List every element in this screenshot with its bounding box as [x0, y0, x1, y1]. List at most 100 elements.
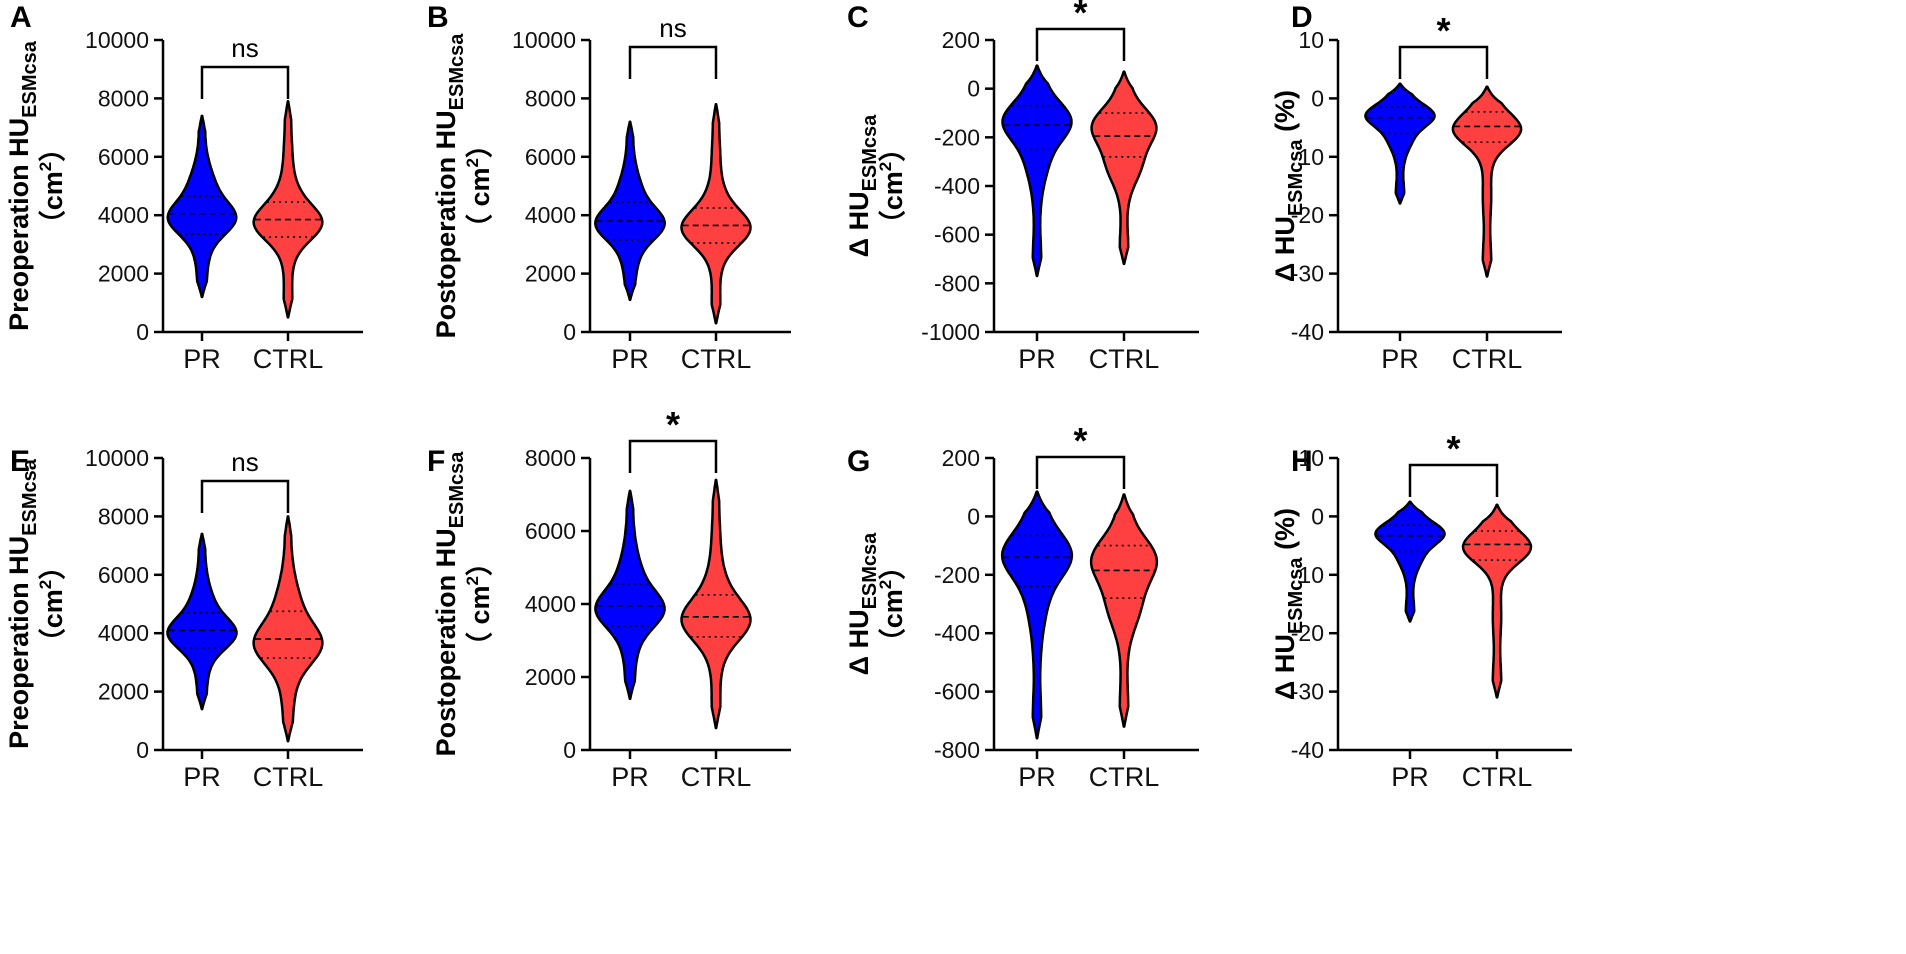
y-tick-label: 10: [1298, 27, 1324, 53]
y-axis-label: Δ HUESMcsa (%): [1270, 90, 1307, 282]
significance-label: ns: [231, 33, 258, 63]
significance-bracket: [1035, 27, 1126, 61]
y-tick-label: -20: [1291, 620, 1324, 646]
y-tick-label: 4000: [98, 620, 149, 646]
x-category-label: CTRL: [1462, 762, 1533, 792]
y-axis-label: Δ HUESMcsa (%): [1270, 508, 1307, 700]
violin-ctrl: [1090, 70, 1158, 266]
x-category-label: CTRL: [1452, 344, 1523, 374]
y-tick-label: 10: [1298, 445, 1324, 471]
y-tick-label: -1000: [921, 319, 980, 345]
panel-E: E 0 2000 4000 6000 8000 10000 PR CTRL Preoperatio…: [4, 445, 363, 792]
y-axis-unit: （ cm2）: [463, 131, 495, 241]
x-category-label: PR: [183, 344, 221, 374]
violin-pr: [1374, 500, 1446, 623]
y-tick-label: -800: [934, 270, 980, 296]
panel-label: F: [427, 445, 445, 478]
y-axis-unit: （cm2）: [36, 553, 68, 656]
x-category-label: CTRL: [681, 344, 752, 374]
y-tick-label: -600: [934, 679, 980, 705]
y-tick-label: 0: [1311, 503, 1324, 529]
y-tick-label: 200: [942, 27, 980, 53]
y-tick-label: 0: [136, 319, 149, 345]
significance-label: *: [1436, 10, 1450, 51]
panel-F: F 0 2000 4000 6000 8000 PR CTRL Postoperation HU…: [427, 404, 791, 792]
significance-label: ns: [231, 447, 258, 477]
panel-A: A 0 2000 4000 6000 8000 10000 PR CTRL Preoperatio…: [4, 1, 363, 374]
violin-pr: [1364, 82, 1436, 205]
y-tick-label: 10000: [512, 27, 576, 53]
y-tick-label: -10: [1291, 562, 1324, 588]
panel-G: G -800 -600 -400 -200 0 200 PR CTRL Δ HUESMcsa（cm…: [844, 420, 1199, 792]
x-category-label: CTRL: [253, 344, 324, 374]
significance-label: *: [1073, 0, 1087, 33]
significance-label: *: [1446, 428, 1460, 469]
x-category-label: CTRL: [1089, 762, 1160, 792]
x-category-label: PR: [1018, 762, 1056, 792]
y-tick-label: 4000: [525, 202, 576, 228]
x-category-label: PR: [1018, 344, 1056, 374]
y-tick-label: 2000: [525, 261, 576, 287]
significance-bracket: [200, 479, 290, 513]
significance-bracket: [1398, 45, 1489, 79]
y-tick-label: 0: [967, 76, 980, 102]
y-axis-label: Postoperation HUESMcsa: [431, 33, 468, 339]
significance-label: *: [1073, 420, 1087, 461]
panel-label: B: [427, 1, 449, 34]
violin-ctrl: [252, 100, 324, 319]
y-axis-label: Δ HUESMcsa: [844, 114, 881, 257]
y-axis-unit: （cm2）: [36, 135, 68, 238]
y-tick-label: 0: [563, 737, 576, 763]
y-axis-label: Preoperation HUESMcsa: [4, 458, 41, 749]
y-axis-label: Preoperation HUESMcsa: [4, 40, 41, 331]
y-tick-label: -200: [934, 562, 980, 588]
y-tick-label: 8000: [525, 445, 576, 471]
panel-label: A: [10, 1, 32, 34]
panel-C: C -1000 -800 -600 -400 -200 0 200 PR CTRL Δ HUESMc…: [844, 0, 1199, 374]
violin-pr: [166, 114, 238, 299]
y-tick-label: 200: [942, 445, 980, 471]
violin-pr: [166, 532, 238, 711]
significance-label: ns: [659, 13, 686, 43]
y-tick-label: -600: [934, 222, 980, 248]
significance-bracket: [1408, 463, 1499, 497]
y-axis-unit: （cm2）: [876, 553, 908, 656]
y-tick-label: -400: [934, 620, 980, 646]
x-category-label: PR: [183, 762, 221, 792]
violin-ctrl: [680, 478, 752, 730]
y-tick-label: 8000: [98, 503, 149, 529]
y-tick-label: -20: [1291, 202, 1324, 228]
y-tick-label: 2000: [525, 664, 576, 690]
significance-bracket: [200, 65, 290, 99]
x-category-label: CTRL: [681, 762, 752, 792]
panel-B: B 0 2000 4000 6000 8000 10000 PR CTRL Postoperati…: [427, 1, 791, 374]
y-tick-label: 8000: [98, 85, 149, 111]
violin-ctrl: [680, 102, 752, 325]
violin-pr: [594, 489, 666, 701]
y-tick-label: 6000: [525, 518, 576, 544]
y-tick-label: 0: [563, 319, 576, 345]
panel-label: C: [847, 1, 869, 34]
y-tick-label: 2000: [98, 679, 149, 705]
panel-D: D -40 -30 -20 -10 0 10 PR CTRL Δ HUESMcsa (%) *: [1270, 1, 1562, 374]
x-category-label: CTRL: [253, 762, 324, 792]
significance-bracket: [628, 45, 718, 79]
violin-ctrl: [1451, 85, 1523, 278]
panel-H: H -40 -30 -20 -10 0 10 PR CTRL Δ HUESMcsa (%) *: [1270, 428, 1572, 792]
y-axis-unit: （ cm2）: [463, 549, 495, 659]
y-tick-label: 6000: [98, 144, 149, 170]
violin-pr: [594, 120, 666, 302]
panel-label: D: [1291, 1, 1313, 34]
y-tick-label: 0: [1311, 85, 1324, 111]
x-category-label: PR: [1391, 762, 1429, 792]
panel-label: H: [1291, 445, 1313, 478]
y-tick-label: 8000: [525, 85, 576, 111]
y-axis-unit: （cm2）: [876, 135, 908, 238]
violin-pr: [1001, 64, 1073, 278]
y-tick-label: -200: [934, 124, 980, 150]
y-tick-label: 4000: [525, 591, 576, 617]
y-tick-label: -40: [1291, 737, 1324, 763]
significance-bracket: [628, 439, 718, 473]
y-tick-label: 10000: [85, 445, 149, 471]
